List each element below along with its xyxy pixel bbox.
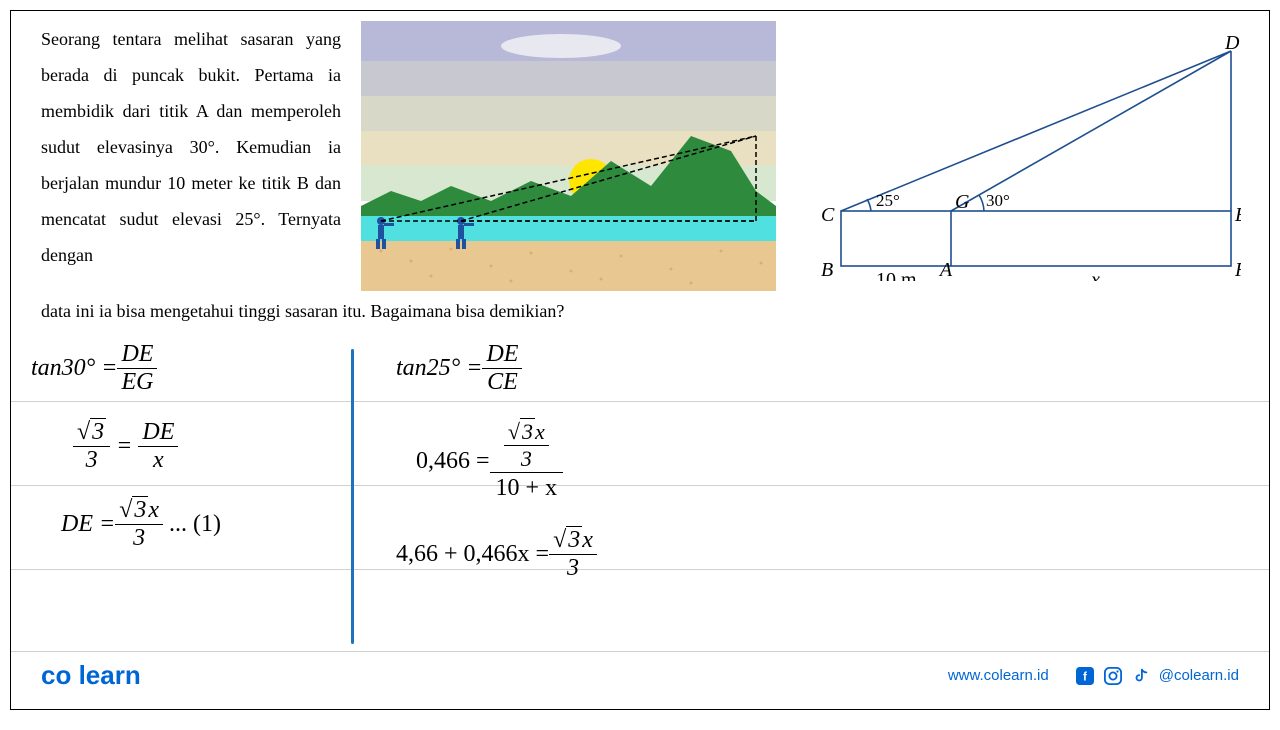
eq-right-2: 0,466 = 3x 3 10 + x [396, 418, 796, 504]
seg-af: x [1090, 269, 1100, 281]
angle-25: 25° [876, 191, 900, 210]
eq-left-3: DE = 3x 3 ... (1) [31, 496, 331, 552]
geometry-diagram: C E B F D A G 25° 30° 10 m x [821, 31, 1241, 281]
math-divider [351, 349, 354, 644]
math-left-column: tan30° = DE EG 3 3 = DE x DE = [31, 341, 331, 574]
eq-left-2: 3 3 = DE x [31, 418, 331, 474]
label-F: F [1234, 259, 1241, 281]
workings-area: tan30° = DE EG 3 3 = DE x DE = [11, 341, 1269, 651]
scene-illustration [361, 21, 776, 291]
label-G: G [955, 191, 970, 213]
eq-right-3: 4,66 + 0,466x = 3x 3 [396, 526, 796, 582]
label-B: B [821, 259, 833, 281]
label-D: D [1224, 32, 1240, 54]
notebook-line [11, 651, 1269, 652]
footer: co learn www.colearn.id f @colearn.id [41, 660, 1239, 691]
eq-right-1: tan25° = DE CE [396, 341, 796, 396]
seg-ba: 10 m [876, 269, 917, 281]
label-A: A [938, 259, 953, 281]
tiktok-icon[interactable] [1131, 666, 1151, 686]
brand-logo: co learn [41, 660, 141, 691]
label-C: C [821, 204, 835, 226]
angle-30: 30° [986, 191, 1010, 210]
footer-handle: @colearn.id [1159, 667, 1239, 684]
footer-url[interactable]: www.colearn.id [948, 667, 1049, 684]
instagram-icon[interactable] [1103, 666, 1123, 686]
eq-left-1: tan30° = DE EG [31, 341, 331, 396]
svg-text:f: f [1083, 670, 1087, 683]
math-right-column: tan25° = DE CE 0,466 = 3x 3 10 + x [396, 341, 796, 604]
footer-social: f @colearn.id [1075, 666, 1239, 686]
problem-text-bottom: data ini ia bisa mengetahui tinggi sasar… [41, 301, 761, 322]
problem-text-top: Seorang tentara melihat sasaran yang ber… [41, 21, 341, 273]
facebook-icon[interactable]: f [1075, 666, 1095, 686]
label-E: E [1234, 204, 1241, 226]
